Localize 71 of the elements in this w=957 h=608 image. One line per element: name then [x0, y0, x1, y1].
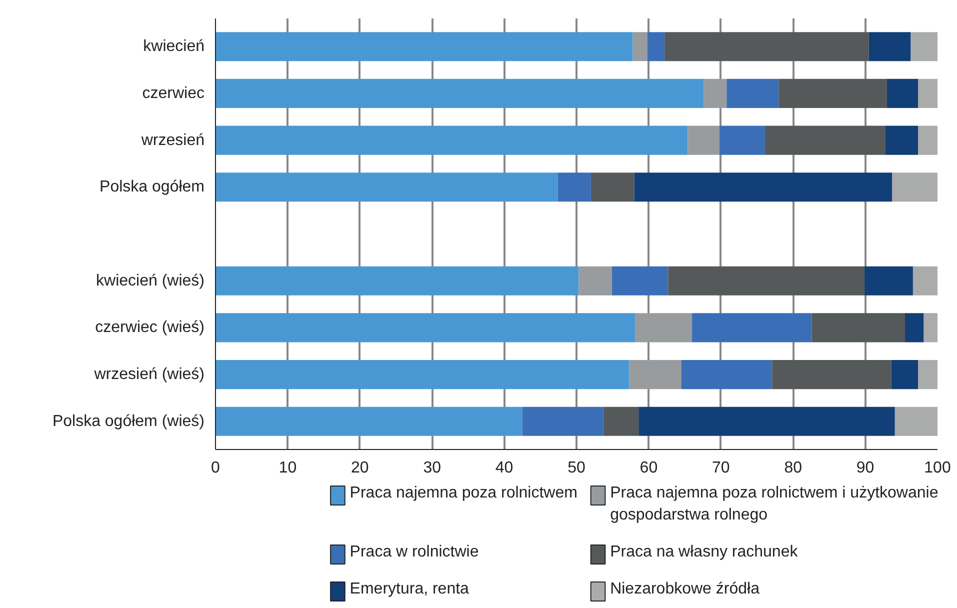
bar	[692, 313, 812, 342]
bar	[681, 360, 772, 390]
bar	[612, 266, 668, 296]
legend-label: Praca w rolnictwie	[350, 544, 479, 560]
bar	[216, 266, 579, 296]
bar	[522, 406, 604, 436]
bar	[905, 313, 924, 342]
bar	[558, 172, 591, 202]
y-tick-label: Polska ogółem (wieś)	[52, 412, 205, 430]
bar	[638, 406, 895, 436]
x-tick-label: 70	[712, 460, 730, 476]
bar	[632, 32, 648, 62]
bar	[647, 32, 665, 62]
x-tick-label: 90	[856, 460, 874, 476]
bar	[216, 406, 522, 436]
bar	[764, 126, 886, 155]
bar	[604, 406, 639, 436]
x-tick-label: 100	[924, 460, 951, 476]
bar	[772, 360, 892, 390]
y-tick-label: wrzesień	[140, 132, 205, 149]
bar	[216, 360, 630, 390]
bar	[704, 78, 727, 108]
legend-label: Praca najemna poza rolnictwem	[350, 484, 578, 502]
bar	[634, 172, 892, 202]
bar	[216, 78, 704, 108]
y-tick-label: czerwiec (wieś)	[95, 319, 204, 336]
y-tick-label: wrzesień (wieś)	[93, 366, 205, 384]
bar	[918, 126, 938, 155]
bar	[886, 126, 918, 155]
x-tick-label: 60	[640, 460, 658, 476]
bar	[216, 126, 688, 155]
bar	[726, 78, 779, 108]
x-tick-label: 30	[423, 460, 442, 476]
bar	[688, 126, 720, 155]
bar	[664, 32, 869, 62]
bar	[590, 172, 634, 202]
bar	[891, 360, 918, 390]
bar	[892, 172, 938, 202]
bar	[918, 78, 938, 108]
bar	[912, 266, 938, 296]
x-tick-label: 80	[784, 460, 802, 476]
x-tick-label: 50	[568, 460, 586, 476]
bar	[924, 313, 938, 342]
x-tick-label: 20	[351, 460, 369, 476]
legend-label: Praca najemna poza rolnictwem i użytkowanie gospodarstwa rolnego	[610, 484, 938, 524]
bar	[629, 360, 682, 390]
bar	[778, 78, 887, 108]
bar	[578, 266, 612, 296]
bar	[910, 32, 938, 62]
x-tick-label: 40	[495, 460, 514, 476]
y-tick-label: czerwiec	[142, 84, 204, 102]
bar	[216, 313, 635, 342]
bar	[918, 360, 938, 390]
legend-label: Emerytura, renta	[350, 580, 470, 598]
y-tick-label: kwiecień	[143, 38, 204, 56]
bar	[216, 32, 633, 62]
bar	[868, 32, 911, 62]
bar	[894, 406, 938, 436]
bar	[719, 126, 765, 155]
bar	[634, 313, 692, 342]
legend-label: Niezarobkowe źródła	[610, 580, 760, 598]
bar	[668, 266, 865, 296]
x-tick-label: 0	[211, 460, 220, 476]
bar	[812, 313, 906, 342]
bar	[216, 172, 558, 202]
x-tick-label: 10	[278, 460, 297, 476]
bar	[864, 266, 913, 296]
y-tick-label: Polska ogółem	[100, 178, 205, 196]
bar	[886, 78, 918, 108]
y-tick-label: kwiecień (wieś)	[96, 272, 204, 290]
legend-label: Praca na własny rachunek	[610, 544, 799, 560]
